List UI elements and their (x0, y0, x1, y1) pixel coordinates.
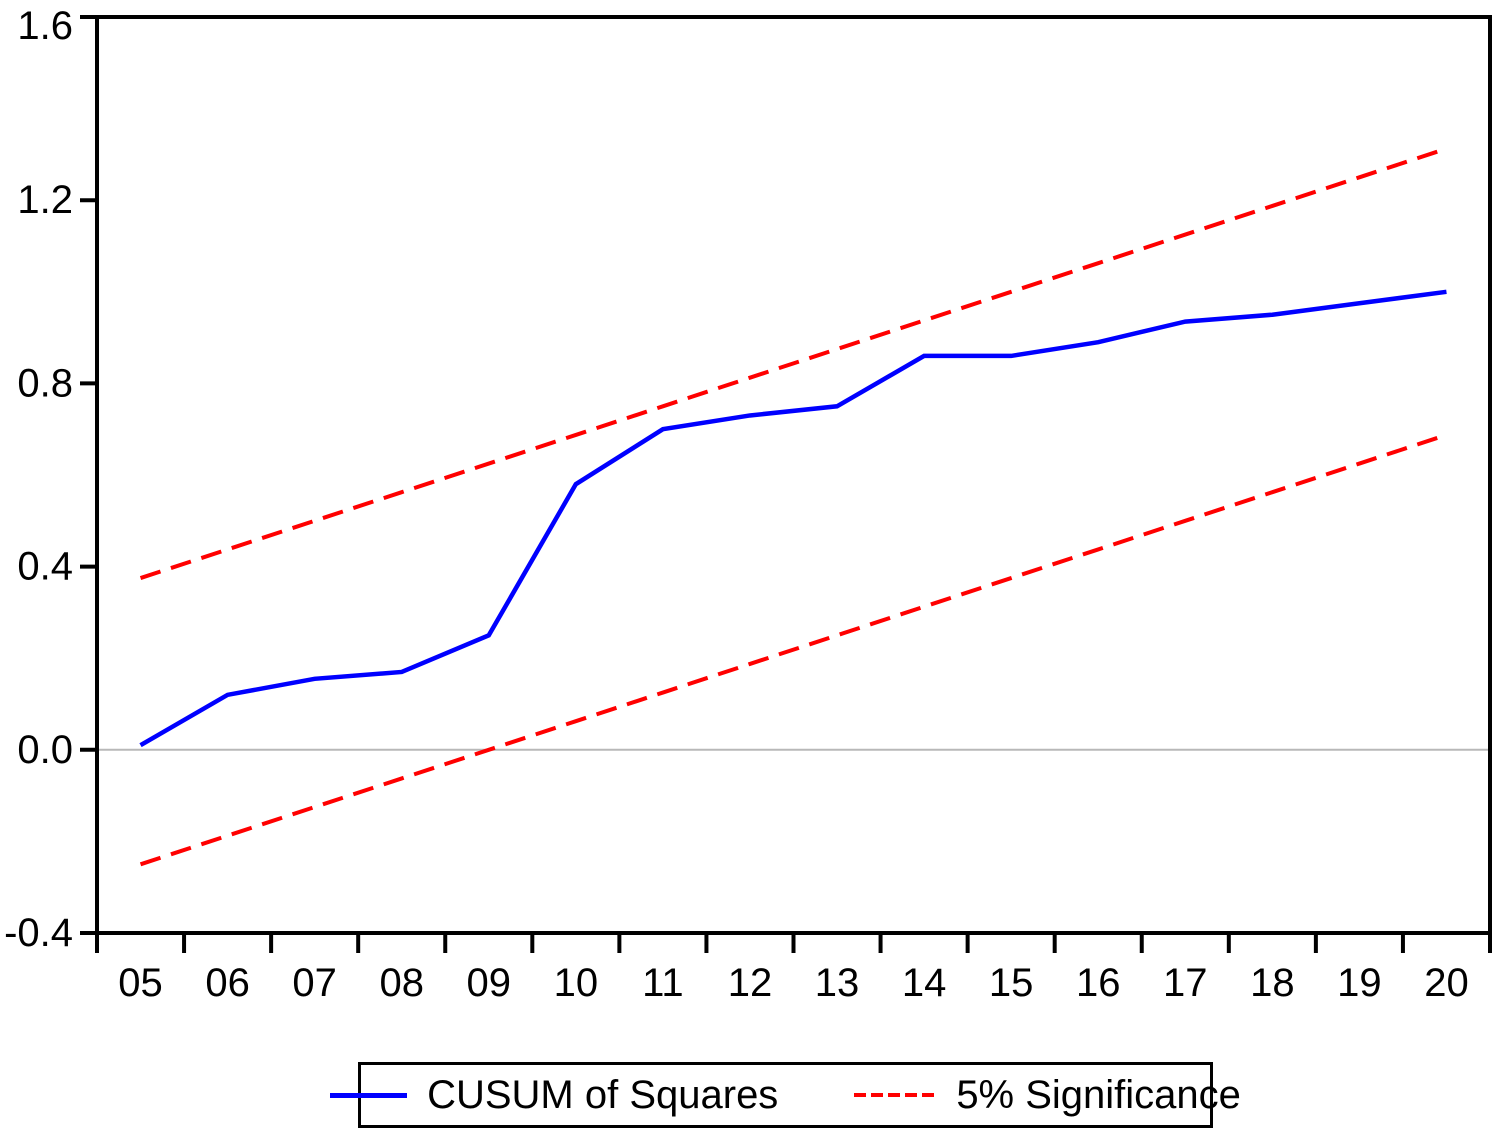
x-tick-label: 19 (1337, 961, 1382, 1005)
y-tick-label: 0.0 (17, 728, 73, 772)
x-tick-label: 12 (728, 961, 773, 1005)
plot-frame (95, 15, 1492, 935)
legend-label-significance: 5% Significance (956, 1072, 1241, 1117)
x-tick-label: 08 (379, 961, 424, 1005)
y-tick-label: 1.2 (17, 178, 73, 222)
significance-line-swatch (854, 1093, 937, 1097)
chart-legend: CUSUM of Squares 5% Significance (330, 1062, 1241, 1128)
y-tick-label: -0.4 (4, 911, 73, 955)
x-tick-label: 09 (467, 961, 512, 1005)
x-tick-label: 15 (989, 961, 1034, 1005)
x-tick-label: 20 (1424, 961, 1469, 1005)
significance-lower-line (139, 433, 1448, 867)
x-tick-label: 10 (554, 961, 599, 1005)
cusum-line-swatch (330, 1092, 408, 1098)
x-tick-label: 18 (1250, 961, 1295, 1005)
x-tick-label: 07 (292, 961, 337, 1005)
x-tick-label: 05 (118, 961, 163, 1005)
x-tick-label: 16 (1076, 961, 1121, 1005)
x-tick-label: 13 (815, 961, 860, 1005)
cusum-line (139, 289, 1447, 748)
y-tick-label: 0.8 (17, 361, 73, 405)
x-tick-label: 14 (902, 961, 947, 1005)
x-tick-label: 17 (1163, 961, 1208, 1005)
x-tick-label: 06 (205, 961, 250, 1005)
cusum-squares-chart: 1.6 1.2 0.8 0.4 0.0 -0.4 05 06 07 08 09 10 11 12 13 14 1… (4, 4, 1492, 1005)
y-tick-label: 1.6 (17, 4, 73, 48)
x-tick-label: 11 (642, 961, 684, 1005)
y-tick-label: 0.4 (17, 545, 73, 589)
legend-label-cusum: CUSUM of Squares (427, 1072, 779, 1117)
significance-upper-line (139, 146, 1448, 580)
